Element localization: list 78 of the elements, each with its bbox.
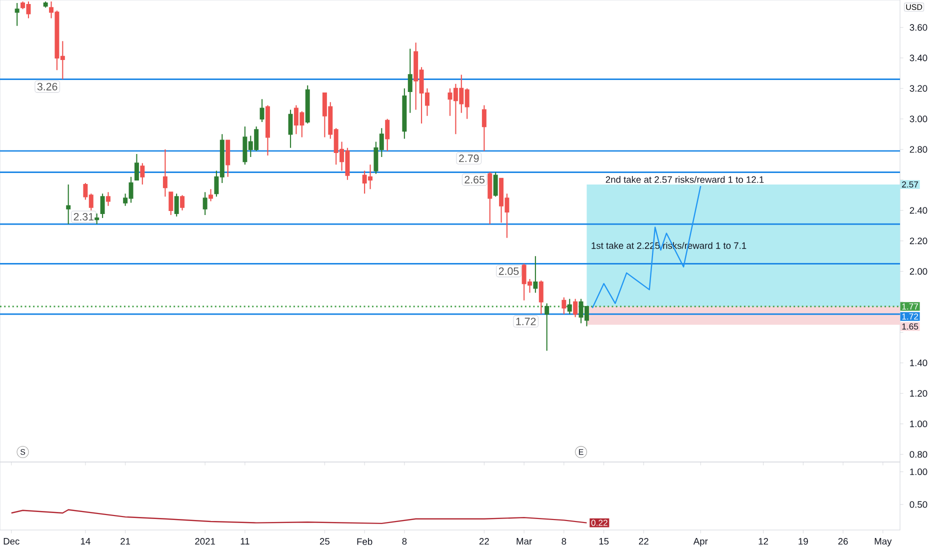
y-tick-label: 1.00: [910, 468, 928, 476]
x-tick-label: Feb: [357, 538, 372, 545]
candlestick: [14, 2, 20, 26]
x-tick-label: 21: [120, 538, 130, 545]
candlestick: [493, 172, 498, 198]
x-tick-label: 22: [479, 538, 489, 545]
y-tick-label: 3.00: [910, 116, 928, 122]
y-tick-label: 3.40: [910, 54, 928, 62]
x-tick-label: 19: [798, 538, 808, 545]
y-tick-label: 0.80: [910, 451, 928, 458]
x-tick-label: 11: [240, 538, 250, 544]
annotation: 2nd take at 2.57 risks/reward 1 to 12.1: [606, 176, 764, 183]
x-tick-label: 15: [599, 538, 609, 545]
x-tick-label: 8: [402, 538, 407, 545]
candlestick: [168, 192, 174, 216]
x-tick-label: 26: [838, 538, 848, 545]
candlestick: [208, 188, 214, 202]
candlestick: [562, 296, 566, 315]
x-tick-label: 14: [80, 538, 90, 544]
x-tick-label: 2021: [195, 538, 215, 545]
candlestick: [162, 148, 168, 198]
candlestick: [533, 256, 538, 294]
y-tick-label: 2.20: [910, 238, 928, 244]
x-tick-label: Dec: [4, 538, 20, 545]
candlestick: [305, 84, 310, 124]
candlestick: [43, 0, 48, 8]
candlestick: [94, 212, 100, 225]
y-tick-label: 3.20: [910, 85, 928, 92]
y-tick-label: 1.20: [910, 390, 928, 397]
candlestick: [202, 192, 208, 216]
candlestick: [488, 172, 492, 225]
candlestick: [567, 298, 572, 315]
candlestick: [260, 98, 264, 123]
candlestick: [573, 298, 578, 318]
y-tick-label: 0.50: [910, 501, 928, 508]
candlestick: [538, 280, 544, 315]
candlestick: [544, 302, 550, 352]
band-label: 1.65: [902, 323, 918, 330]
x-tick-label: May: [874, 538, 892, 546]
ref-line-label: 1.77: [902, 304, 918, 310]
data-label: 0.22: [591, 520, 608, 526]
candlestick: [402, 88, 407, 140]
ref-line-label: 1.72: [902, 313, 918, 320]
y-tick-label: 2.00: [910, 268, 928, 275]
candlestick: [385, 118, 390, 152]
candlestick: [482, 104, 486, 152]
y-axis-title: USD: [906, 4, 922, 10]
candlestick: [66, 184, 71, 225]
annotation: S: [20, 449, 26, 455]
candlestick: [174, 193, 179, 218]
x-tick-label: 8: [562, 538, 566, 545]
candlestick: [408, 48, 412, 114]
line-series: [10, 509, 588, 524]
annotation: 2.05: [498, 267, 519, 275]
candlestick: [140, 162, 145, 186]
y-tick-label: 3.60: [910, 24, 928, 31]
candlestick: [265, 104, 270, 156]
x-tick-label: 22: [638, 538, 648, 545]
annotation: 2.79: [459, 154, 479, 162]
y-tick-label: 2.40: [910, 207, 928, 214]
candlestick: [134, 153, 139, 180]
y-tick-label: 1.00: [910, 420, 928, 428]
band-label: 2.57: [902, 181, 918, 188]
candlestick: [100, 193, 105, 219]
annotation: E: [579, 449, 584, 455]
annotation: 1.72: [516, 318, 536, 326]
y-tick-label: 1.40: [910, 360, 928, 366]
annotation: 3.26: [37, 82, 58, 90]
x-tick-label: Apr: [693, 538, 708, 546]
x-tick-label: Mar: [516, 538, 532, 545]
candlestick: [180, 194, 185, 211]
candlestick: [106, 192, 110, 206]
annotation: 2.65: [464, 176, 484, 184]
x-tick-label: 12: [758, 538, 768, 545]
x-tick-label: 25: [320, 538, 330, 545]
annotation: 2.31: [74, 212, 94, 221]
candlestick: [226, 140, 230, 178]
y-tick-label: 2.80: [910, 146, 928, 153]
